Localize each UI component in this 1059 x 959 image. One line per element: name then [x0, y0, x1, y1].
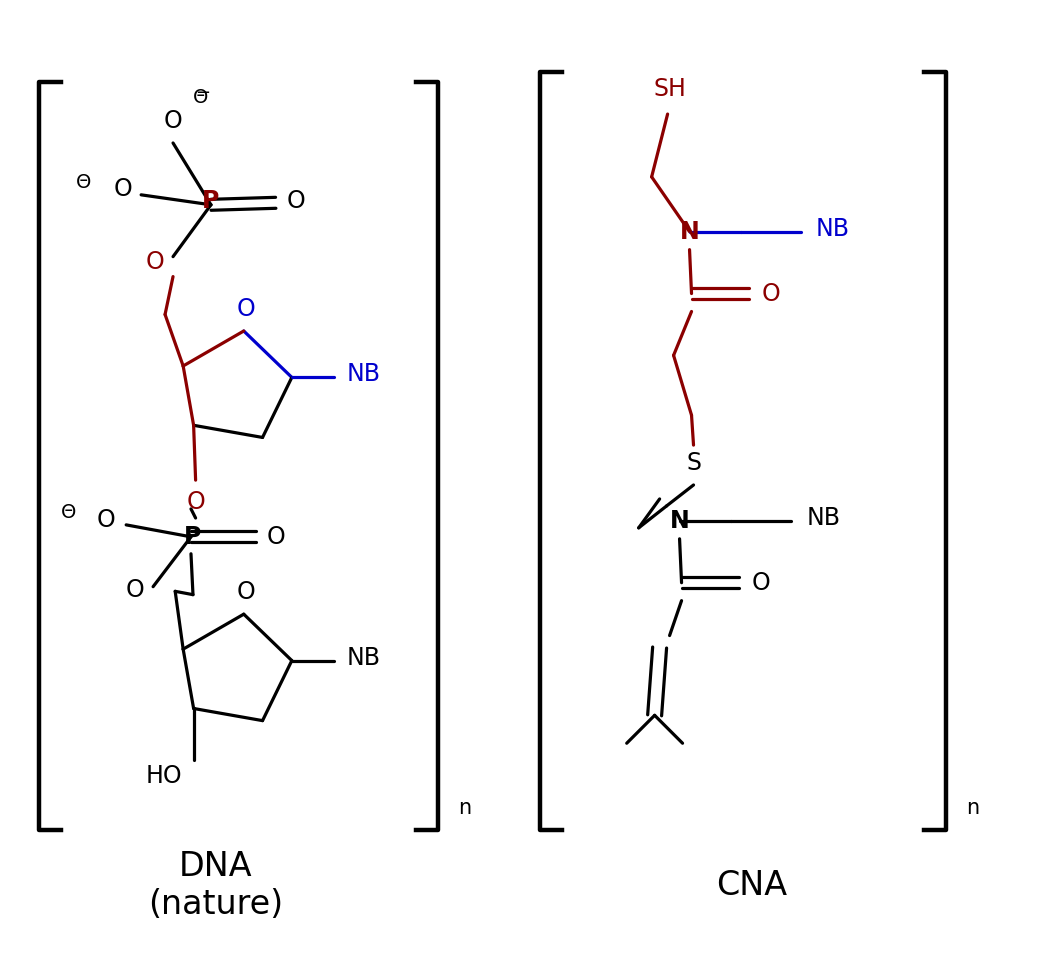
Text: NB: NB [346, 645, 380, 669]
Text: Θ: Θ [193, 87, 209, 106]
Text: S: S [686, 451, 701, 475]
Text: O: O [752, 571, 771, 595]
Text: O: O [267, 525, 285, 549]
Text: O: O [286, 189, 305, 213]
Text: −: − [196, 84, 211, 102]
Text: HO: HO [145, 764, 182, 788]
Text: N: N [680, 220, 699, 244]
Text: O: O [146, 249, 164, 273]
Text: NB: NB [816, 217, 850, 241]
Text: CNA: CNA [716, 869, 787, 902]
Text: SH: SH [653, 77, 686, 101]
Text: n: n [966, 798, 980, 818]
Text: O: O [761, 282, 780, 306]
Text: O: O [126, 577, 144, 601]
Text: N: N [669, 509, 689, 533]
Text: Θ: Θ [75, 174, 91, 193]
Text: O: O [113, 176, 132, 200]
Text: NB: NB [806, 506, 840, 530]
Text: n: n [459, 798, 471, 818]
Text: P: P [202, 189, 219, 213]
Text: O: O [236, 580, 255, 604]
Text: P: P [184, 525, 201, 549]
Text: Θ: Θ [60, 503, 76, 523]
Text: O: O [164, 109, 182, 133]
Text: O: O [96, 508, 115, 532]
Text: DNA
(nature): DNA (nature) [148, 851, 284, 922]
Text: O: O [186, 490, 205, 514]
Text: NB: NB [346, 363, 380, 386]
Text: O: O [236, 297, 255, 321]
